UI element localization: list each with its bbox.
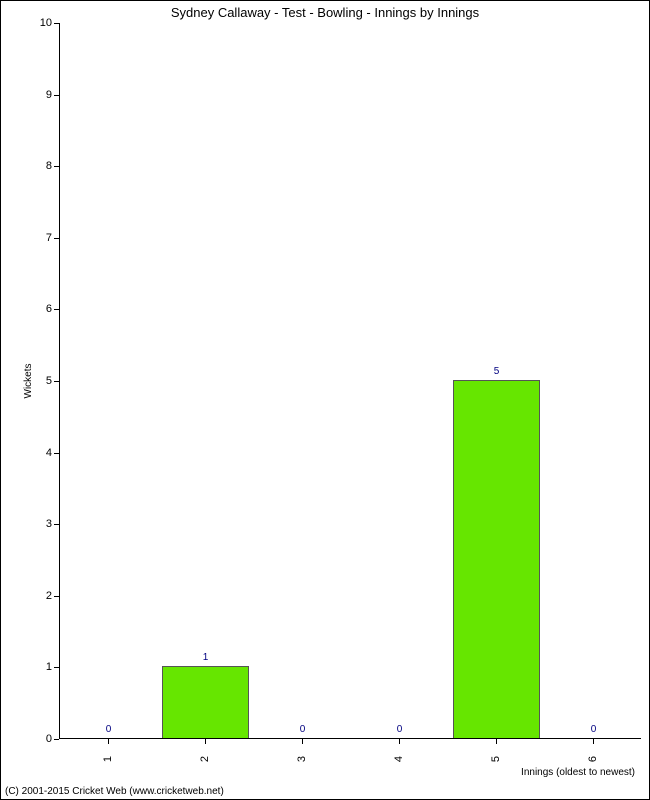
chart-container: Sydney Callaway - Test - Bowling - Innin… — [0, 0, 650, 800]
x-tick-label: 5 — [490, 756, 502, 762]
chart-title: Sydney Callaway - Test - Bowling - Innin… — [1, 5, 649, 20]
bar — [453, 380, 540, 738]
x-tick-label: 6 — [587, 756, 599, 762]
y-tick-label: 6 — [2, 303, 52, 315]
plot-area: 0 1 0 0 5 0 — [59, 23, 641, 739]
bar-value-label: 5 — [494, 366, 500, 377]
bar-value-label: 1 — [203, 652, 209, 663]
y-tick-label: 3 — [2, 518, 52, 530]
x-tick-mark — [108, 739, 109, 744]
y-tick-label: 9 — [2, 89, 52, 101]
y-tick-label: 0 — [2, 733, 52, 745]
y-tick-label: 10 — [2, 17, 52, 29]
bar-value-label: 0 — [591, 724, 597, 735]
y-tick-label: 1 — [2, 661, 52, 673]
x-tick-mark — [399, 739, 400, 744]
x-tick-label: 1 — [102, 756, 114, 762]
y-axis-ticks: 012345678910 — [1, 23, 59, 739]
x-tick-mark — [496, 739, 497, 744]
x-tick-label: 3 — [296, 756, 308, 762]
x-tick-mark — [593, 739, 594, 744]
x-tick-label: 2 — [199, 756, 211, 762]
bar-value-label: 0 — [106, 724, 112, 735]
y-tick-label: 2 — [2, 590, 52, 602]
copyright-text: (C) 2001-2015 Cricket Web (www.cricketwe… — [5, 786, 224, 797]
bar-value-label: 0 — [397, 724, 403, 735]
y-tick-label: 5 — [2, 375, 52, 387]
x-tick-mark — [205, 739, 206, 744]
bar-value-label: 0 — [300, 724, 306, 735]
y-tick-label: 4 — [2, 447, 52, 459]
y-tick-label: 8 — [2, 160, 52, 172]
y-tick-label: 7 — [2, 232, 52, 244]
x-axis-label: Innings (oldest to newest) — [521, 767, 635, 778]
bar — [162, 666, 249, 738]
x-tick-label: 4 — [393, 756, 405, 762]
x-tick-mark — [302, 739, 303, 744]
